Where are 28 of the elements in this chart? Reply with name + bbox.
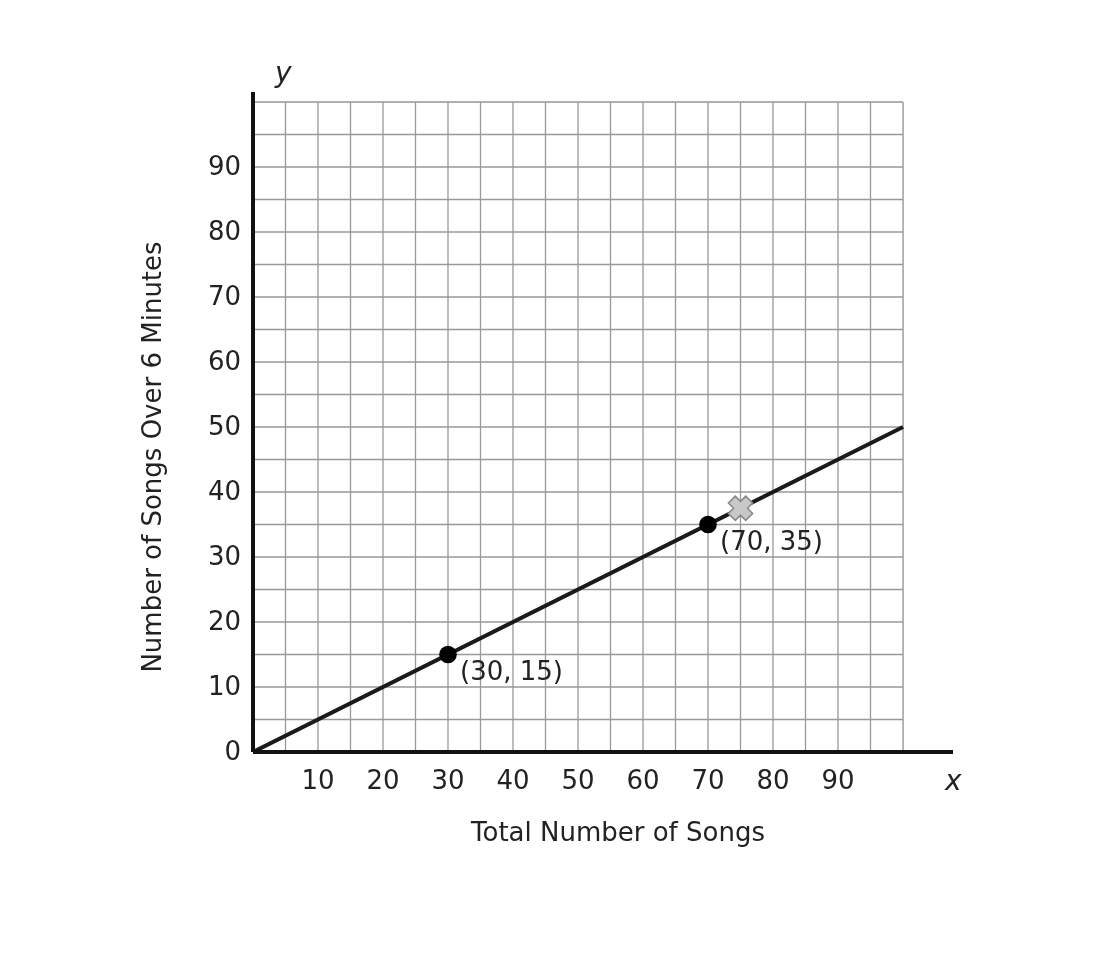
- y-tick-label: 40: [207, 476, 241, 506]
- x-tick-label: 30: [431, 765, 465, 795]
- point: [727, 495, 754, 522]
- annotation: (30, 15): [460, 655, 563, 686]
- x-axis-title: Total Number of Songs: [470, 817, 765, 847]
- y-tick-label: 10: [207, 671, 241, 701]
- y-tick-label: 70: [207, 281, 241, 311]
- text: x: [944, 764, 962, 797]
- annotation: (70, 35): [720, 525, 823, 556]
- y-tick-label: 60: [207, 346, 241, 376]
- point: [699, 515, 717, 534]
- x-tick-label: 70: [691, 765, 725, 795]
- y-tick-label: 50: [207, 411, 241, 441]
- y-tick-label: 20: [207, 606, 241, 636]
- text: y: [274, 56, 292, 89]
- point: [439, 645, 457, 664]
- x-tick-label: 40: [496, 765, 530, 795]
- x-tick-label: 80: [756, 765, 790, 795]
- y-tick-label: 80: [207, 216, 241, 246]
- y-tick-label: 0: [224, 736, 241, 766]
- x-tick-label: 50: [561, 765, 595, 795]
- y-axis-title: Number of Songs Over 6 Minutes: [137, 241, 167, 673]
- x-tick-label: 60: [626, 765, 660, 795]
- x-tick-label: 20: [366, 765, 400, 795]
- y-tick-label: 90: [207, 151, 241, 181]
- x-tick-label: 90: [821, 765, 855, 795]
- x-tick-label: 10: [301, 765, 335, 795]
- y-tick-label: 30: [207, 541, 241, 571]
